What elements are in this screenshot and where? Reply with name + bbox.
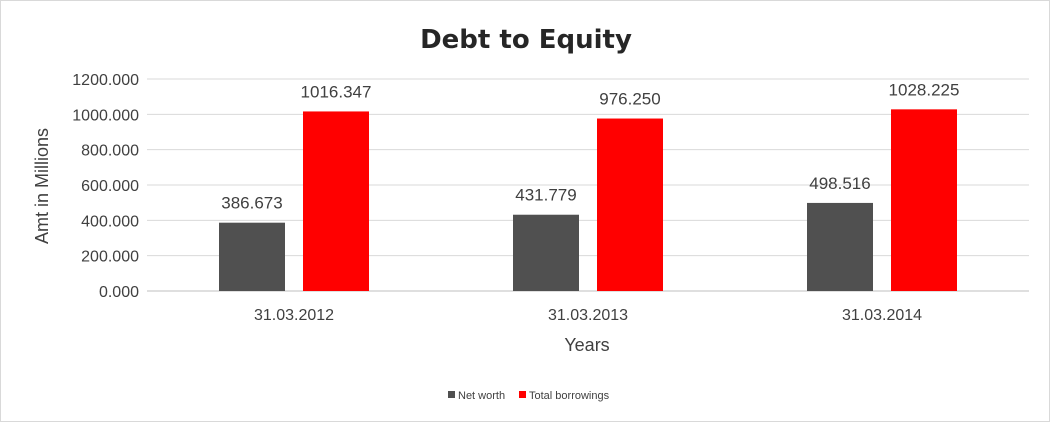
y-tick-label: 1200.000: [72, 72, 139, 89]
bar-total-borrowings: [597, 118, 663, 291]
x-tick-label: 31.03.2014: [842, 307, 922, 324]
data-label: 1028.225: [889, 80, 960, 99]
legend-label: Net worth: [458, 390, 505, 402]
x-axis-title: Years: [564, 335, 609, 355]
bar-total-borrowings: [303, 111, 369, 291]
y-axis-tick-labels: 0.000 200.000 400.000 600.000 800.000 1000.00…: [72, 72, 139, 301]
y-tick-label: 600.000: [81, 178, 139, 195]
gridlines: [147, 78, 1029, 292]
data-label: 386.673: [221, 194, 282, 213]
x-tick-label: 31.03.2012: [254, 307, 334, 324]
bar-total-borrowings: [891, 109, 957, 291]
y-tick-label: 400.000: [81, 213, 139, 230]
legend-swatch: [448, 391, 455, 398]
bar-net-worth: [219, 222, 285, 291]
y-axis-title: Amt in Millions: [32, 128, 52, 244]
chart-title: Debt to Equity: [420, 25, 632, 55]
data-label: 976.250: [599, 90, 660, 109]
bars: [219, 109, 957, 291]
legend-label: Total borrowings: [529, 390, 610, 402]
data-labels: 386.673 1016.347 431.779 976.250 498.516 1028…: [221, 80, 959, 212]
legend-swatch: [519, 391, 526, 398]
x-axis-tick-labels: 31.03.2012 31.03.2013 31.03.2014: [254, 307, 922, 324]
y-tick-label: 0.000: [99, 284, 139, 301]
data-label: 498.516: [809, 174, 870, 193]
bar-net-worth: [513, 214, 579, 291]
data-label: 431.779: [515, 186, 576, 205]
y-tick-label: 1000.000: [72, 107, 139, 124]
x-tick-label: 31.03.2013: [548, 307, 628, 324]
data-label: 1016.347: [301, 82, 372, 101]
bar-net-worth: [807, 202, 873, 291]
y-tick-label: 800.000: [81, 143, 139, 160]
y-tick-label: 200.000: [81, 249, 139, 266]
legend: Net worth Total borrowings: [448, 390, 610, 402]
